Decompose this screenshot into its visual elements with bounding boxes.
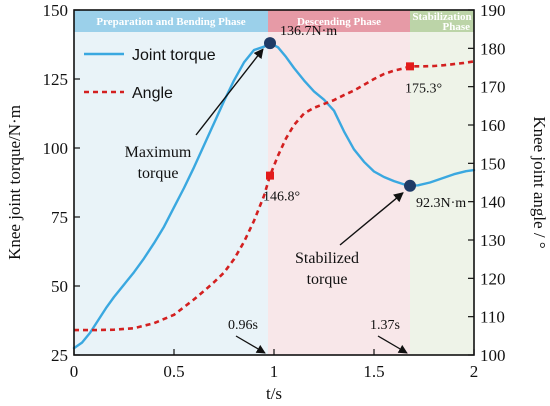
annotation-max-line1: Maximum <box>125 144 192 161</box>
y-right-tick-label-2: 120 <box>480 269 506 288</box>
phase-label-2-line2: Phase <box>443 21 471 33</box>
annotation-stable-line1: Stabilized <box>295 250 359 267</box>
y-right-tick-label-6: 160 <box>480 116 506 135</box>
phase-label-1: Descending Phase <box>297 16 381 28</box>
value-label-2: 146.8° <box>263 190 300 205</box>
y-right-tick-label-8: 180 <box>480 39 506 58</box>
time-mark-label-1: 1.37s <box>370 318 400 333</box>
y-left-tick-label-5: 150 <box>43 1 69 20</box>
point-marker-3 <box>406 62 414 71</box>
y-right-tick-label-5: 150 <box>480 154 506 173</box>
annotation-max-arrow <box>195 48 264 136</box>
point-marker-1 <box>404 179 416 192</box>
x-axis-title: t/s <box>266 384 282 403</box>
point-marker-0 <box>264 37 276 50</box>
axis-layer: 0 0.5 1 1.5 2 25 50 75 100 125 150 100 110 120 130 140 1… <box>5 1 549 403</box>
annotation-layer: 0.96s 1.37s Maximum torque Stabilized torque <box>125 48 408 354</box>
annotation-stable-arrow <box>339 192 404 246</box>
y-right-tick-label-3: 130 <box>480 231 506 250</box>
y-right-tick-label-1: 110 <box>480 308 505 327</box>
phase-label-2-line1: Stabilization <box>412 11 471 23</box>
phase-region-2 <box>410 10 474 355</box>
y-left-tick-label-3: 100 <box>43 139 69 158</box>
legend: Joint torque Angle <box>84 47 216 102</box>
phase-header-1 <box>268 10 410 32</box>
y-left-tick-label-2: 75 <box>51 208 68 227</box>
y-right-axis-title: Knee joint angle / ° <box>530 116 549 248</box>
time-mark-arrow-0 <box>235 335 266 354</box>
y-right-tick-label-4: 140 <box>480 193 506 212</box>
x-tick-label-4: 2 <box>470 362 479 381</box>
y-left-tick-label-1: 50 <box>51 277 68 296</box>
phase-backgrounds: Preparation and Bending Phase Descending … <box>74 10 474 355</box>
y-right-tick-label-9: 190 <box>480 1 506 20</box>
value-label-1: 92.3N·m <box>416 196 466 211</box>
time-mark-arrow-1 <box>377 335 408 354</box>
phase-label-0: Preparation and Bending Phase <box>96 16 245 28</box>
x-tick-label-3: 1.5 <box>363 362 384 381</box>
phase-header-0 <box>74 10 268 32</box>
value-label-0: 136.7N·m <box>280 24 337 39</box>
legend-label-0: Joint torque <box>132 47 216 64</box>
y-left-tick-label-0: 25 <box>51 346 68 365</box>
point-marker-2 <box>266 171 274 180</box>
annotation-stable-line2: torque <box>307 271 348 288</box>
marker-layer: 136.7N·m 92.3N·m 146.8° 175.3° <box>263 24 466 211</box>
y-right-tick-label-7: 170 <box>480 78 506 97</box>
phase-region-0 <box>74 10 268 355</box>
phase-region-1 <box>268 10 410 355</box>
x-tick-label-2: 1 <box>270 362 279 381</box>
legend-label-1: Angle <box>132 85 173 102</box>
value-label-3: 175.3° <box>405 81 442 96</box>
phase-header-2 <box>410 10 474 32</box>
y-left-tick-label-4: 125 <box>43 70 69 89</box>
y-left-axis-title: Knee joint torque/N·m <box>5 105 24 260</box>
x-tick-label-1: 0.5 <box>163 362 184 381</box>
annotation-max-line2: torque <box>138 165 179 182</box>
x-tick-label-0: 0 <box>70 362 79 381</box>
time-mark-label-0: 0.96s <box>228 318 258 333</box>
y-right-tick-label-0: 100 <box>480 346 506 365</box>
